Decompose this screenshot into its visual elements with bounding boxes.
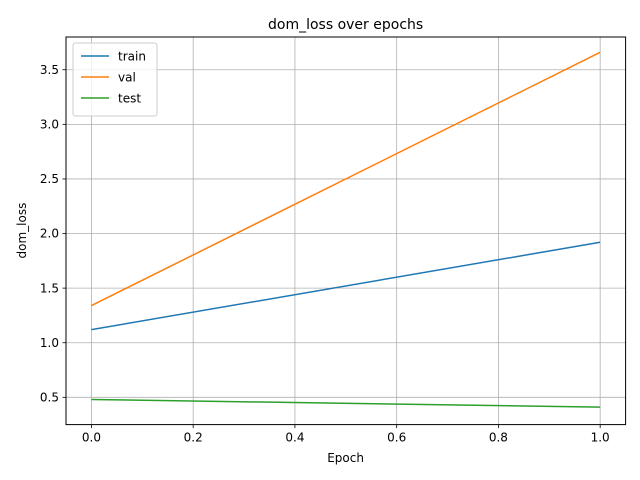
legend-label-train: train — [118, 49, 146, 63]
legend-label-val: val — [118, 70, 136, 84]
x-tick-label: 0.4 — [285, 431, 304, 445]
y-tick-label: 2.5 — [40, 172, 59, 186]
x-tick-label: 1.0 — [591, 431, 610, 445]
series-lines — [91, 51, 601, 408]
x-tick-label: 0.2 — [184, 431, 203, 445]
x-tick-label: 0.6 — [387, 431, 406, 445]
y-tick-label: 1.5 — [40, 281, 59, 295]
plot-frame — [65, 36, 627, 426]
y-axis-label: dom_loss — [15, 203, 29, 259]
axis-ticks: 0.0 0.2 0.4 0.6 0.8 1.0 0.5 1.0 1.5 2.0 2.5 3.0 3.5 — [40, 63, 610, 445]
series-line-train — [91, 241, 601, 331]
y-tick-label: 2.0 — [40, 227, 59, 241]
y-tick-label: 1.0 — [40, 336, 59, 350]
x-tick-label: 0.0 — [82, 431, 101, 445]
y-tick-label: 3.5 — [40, 63, 59, 77]
y-tick-label: 0.5 — [40, 391, 59, 405]
x-axis-label: Epoch — [327, 451, 364, 465]
legend-label-test: test — [118, 91, 141, 105]
chart-title: dom_loss over epochs — [268, 17, 423, 33]
series-line-test — [91, 398, 601, 408]
series-line-val — [91, 51, 601, 307]
y-tick-label: 3.0 — [40, 118, 59, 132]
x-tick-label: 0.8 — [489, 431, 508, 445]
legend: train val test — [72, 42, 158, 117]
